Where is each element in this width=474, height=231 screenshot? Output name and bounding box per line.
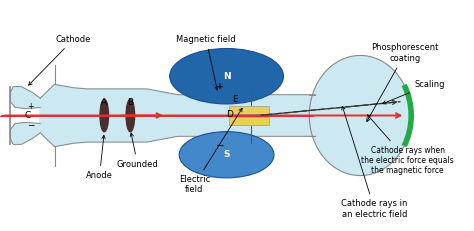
- Text: Cathode rays when
the electric force equals
the magnetic force: Cathode rays when the electric force equ…: [361, 115, 454, 176]
- Polygon shape: [40, 84, 315, 147]
- Text: S: S: [223, 150, 230, 159]
- Text: Cathode rays in
an electric field: Cathode rays in an electric field: [341, 106, 408, 219]
- Text: N: N: [223, 72, 230, 81]
- Text: Magnetic field: Magnetic field: [176, 35, 236, 90]
- Ellipse shape: [126, 99, 135, 132]
- Circle shape: [179, 132, 274, 178]
- Text: A: A: [101, 98, 107, 107]
- Text: C: C: [24, 111, 31, 120]
- Ellipse shape: [100, 99, 109, 132]
- Text: Grounded: Grounded: [117, 133, 158, 168]
- Circle shape: [170, 49, 283, 104]
- FancyBboxPatch shape: [228, 106, 269, 114]
- Text: −: −: [27, 120, 34, 129]
- Text: Phosphorescent
coating: Phosphorescent coating: [367, 43, 439, 122]
- Polygon shape: [10, 87, 40, 144]
- Text: −: −: [216, 140, 225, 151]
- Text: +: +: [27, 102, 34, 111]
- Text: Scaling: Scaling: [383, 80, 445, 104]
- Ellipse shape: [309, 55, 411, 176]
- Text: D: D: [227, 110, 233, 119]
- Text: Electric
field: Electric field: [179, 108, 242, 195]
- FancyBboxPatch shape: [228, 117, 269, 125]
- Text: +: +: [216, 82, 224, 91]
- Text: Anode: Anode: [86, 135, 113, 180]
- Text: Cathode: Cathode: [28, 35, 91, 85]
- Text: E: E: [232, 95, 237, 104]
- Text: B: B: [128, 98, 133, 107]
